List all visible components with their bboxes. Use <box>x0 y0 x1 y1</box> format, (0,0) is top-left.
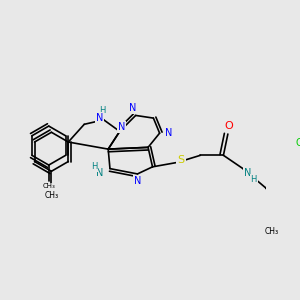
Text: N: N <box>129 103 137 113</box>
Text: N: N <box>165 128 172 138</box>
Text: CH₃: CH₃ <box>264 227 278 236</box>
Text: N: N <box>244 168 251 178</box>
Text: H: H <box>91 162 97 171</box>
Text: N: N <box>118 122 125 132</box>
Text: N: N <box>96 168 103 178</box>
Text: CH₃: CH₃ <box>44 191 58 200</box>
Text: N: N <box>96 113 103 123</box>
Text: H: H <box>99 106 105 116</box>
Text: CH₃: CH₃ <box>42 183 55 189</box>
Text: Cl: Cl <box>296 138 300 148</box>
Text: N: N <box>134 176 141 186</box>
Text: O: O <box>224 121 233 131</box>
Text: S: S <box>177 155 184 165</box>
Text: H: H <box>250 175 257 184</box>
